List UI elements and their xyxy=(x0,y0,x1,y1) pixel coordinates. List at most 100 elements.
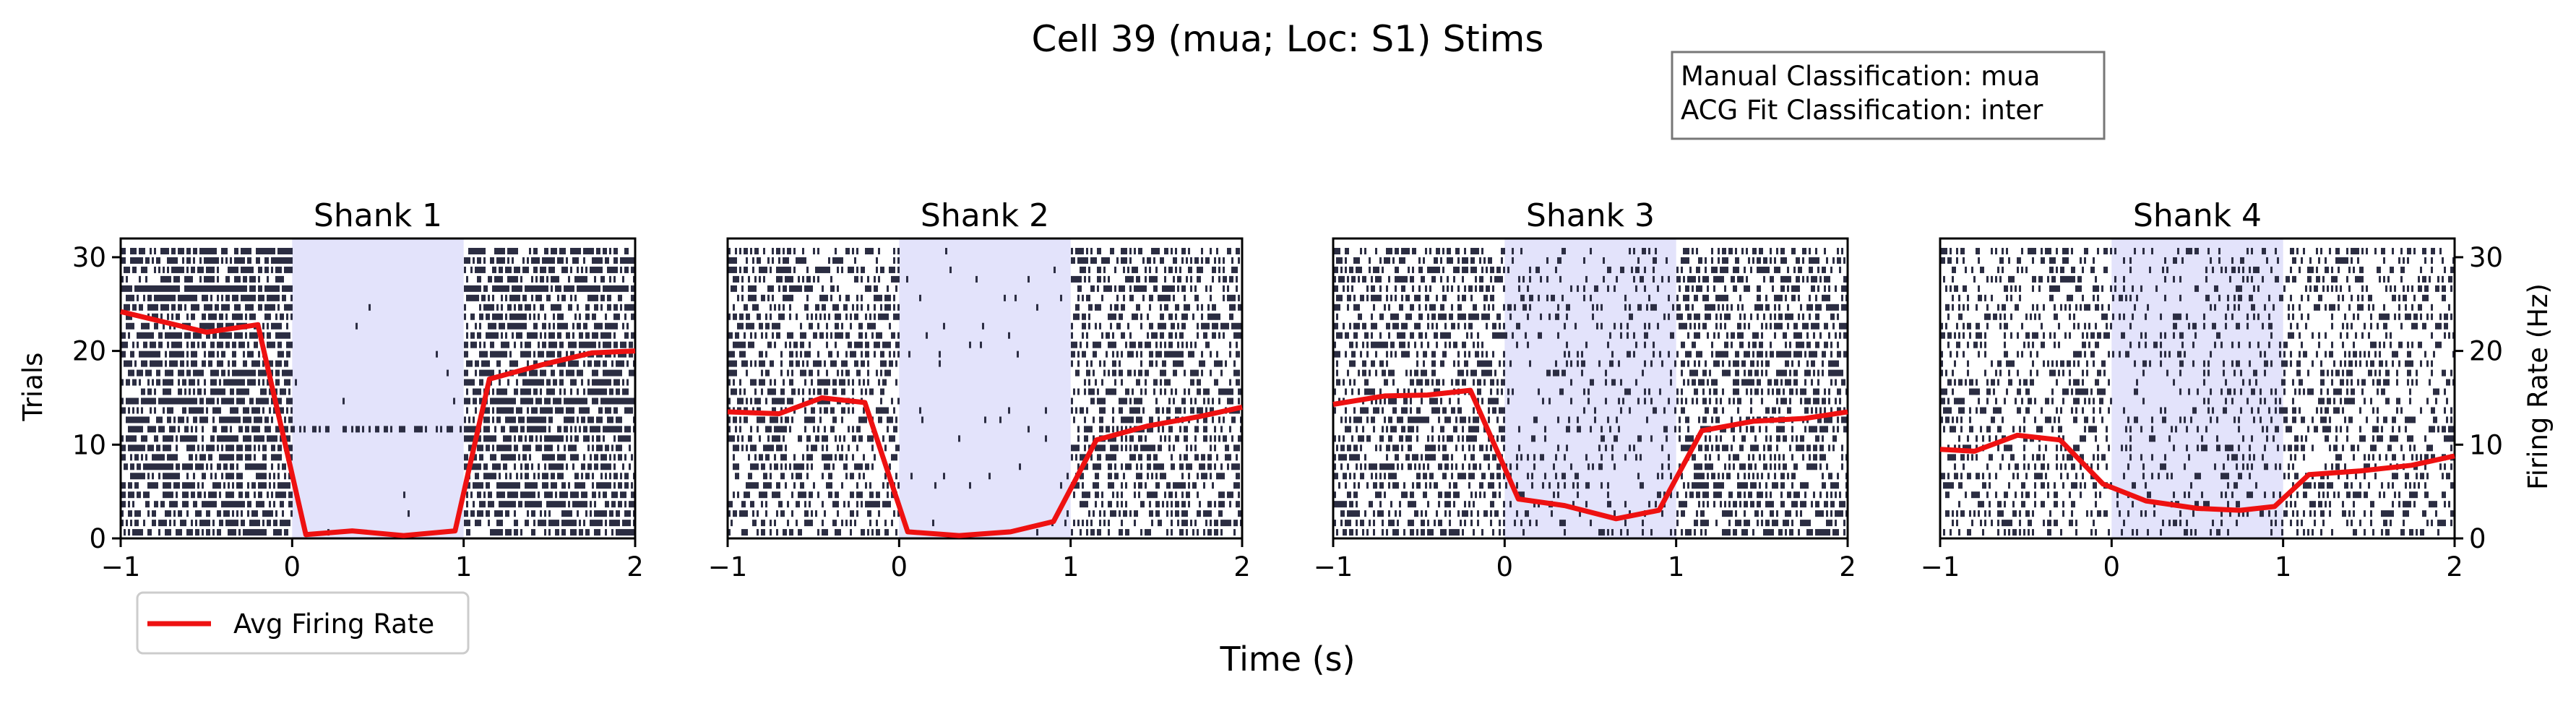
spike-tick xyxy=(854,350,856,358)
spike-tick xyxy=(241,510,243,517)
spike-tick xyxy=(507,275,509,283)
spike-tick xyxy=(631,369,633,377)
spike-tick xyxy=(160,275,163,283)
spike-tick xyxy=(251,529,254,536)
spike-tick xyxy=(830,454,832,461)
spike-tick xyxy=(603,491,605,499)
spike-tick xyxy=(1080,454,1082,461)
spike-tick xyxy=(1216,379,1218,386)
spike-tick xyxy=(1168,491,1171,499)
spike-tick xyxy=(744,416,746,423)
spike-tick xyxy=(1177,482,1179,489)
spike-tick xyxy=(245,426,247,433)
spike-tick xyxy=(1138,473,1140,480)
spike-tick xyxy=(564,529,566,536)
spike-tick xyxy=(260,369,262,377)
spike-tick xyxy=(254,426,256,433)
spike-tick xyxy=(594,426,596,433)
spike-tick xyxy=(254,379,256,386)
spike-tick xyxy=(145,341,147,348)
spike-tick xyxy=(1173,444,1175,452)
spike-tick xyxy=(208,454,210,461)
spike-tick xyxy=(1112,332,1114,339)
spike-tick xyxy=(165,360,167,367)
spike-tick xyxy=(1197,407,1199,414)
spike-tick xyxy=(501,350,503,358)
spike-tick xyxy=(499,350,501,358)
spike-tick xyxy=(1192,350,1194,358)
spike-tick xyxy=(1203,435,1205,442)
spike-tick xyxy=(466,491,468,499)
spike-tick xyxy=(804,369,806,377)
spike-tick xyxy=(620,482,622,489)
spike-tick xyxy=(137,397,139,405)
spike-tick xyxy=(596,444,598,452)
spike-tick xyxy=(559,350,561,358)
spike-tick xyxy=(273,501,275,508)
spike-tick xyxy=(1075,369,1077,377)
spike-tick xyxy=(574,341,577,348)
spike-tick xyxy=(574,482,577,489)
spike-tick xyxy=(169,388,171,395)
spike-tick xyxy=(189,454,191,461)
spike-tick xyxy=(477,275,479,283)
spike-tick xyxy=(557,520,559,527)
spike-tick xyxy=(481,360,483,367)
spike-tick xyxy=(629,435,631,442)
spike-tick xyxy=(163,275,165,283)
spike-tick xyxy=(551,463,553,470)
spike-tick xyxy=(780,388,783,395)
spike-tick xyxy=(600,304,603,311)
spike-tick xyxy=(1155,482,1158,489)
spike-tick xyxy=(204,275,206,283)
spike-tick xyxy=(516,529,518,536)
spike-tick xyxy=(559,501,561,508)
spike-tick xyxy=(290,426,293,433)
spike-tick xyxy=(356,426,358,433)
spike-tick xyxy=(128,266,130,273)
spike-tick xyxy=(251,510,254,517)
spike-tick xyxy=(158,426,160,433)
spike-tick xyxy=(548,341,551,348)
spike-tick xyxy=(158,463,160,470)
spike-tick xyxy=(496,520,499,527)
spike-tick xyxy=(611,285,613,292)
spike-tick xyxy=(225,510,228,517)
spike-tick xyxy=(551,275,553,283)
raster-trial xyxy=(128,369,635,377)
spike-tick xyxy=(501,426,503,433)
spike-tick xyxy=(735,388,737,395)
spike-tick xyxy=(165,491,167,499)
spike-tick xyxy=(570,454,572,461)
spike-tick xyxy=(137,285,139,292)
spike-tick xyxy=(733,360,735,367)
spike-tick xyxy=(542,454,544,461)
spike-tick xyxy=(1236,322,1238,330)
spike-tick xyxy=(202,285,204,292)
stim-window-shade xyxy=(899,238,1071,538)
spike-tick xyxy=(470,313,473,320)
spike-tick xyxy=(464,257,466,264)
spike-tick xyxy=(728,529,731,536)
spike-tick xyxy=(811,379,813,386)
spike-tick xyxy=(1158,501,1160,508)
spike-tick xyxy=(531,275,533,283)
spike-tick xyxy=(596,322,598,330)
spike-tick xyxy=(232,379,234,386)
spike-tick xyxy=(288,435,290,442)
spike-tick xyxy=(568,332,570,339)
spike-tick xyxy=(134,435,137,442)
spike-tick xyxy=(141,304,143,311)
panel-shank-2: Shank 2−1 0 1 2 xyxy=(708,197,1251,582)
spike-tick xyxy=(290,501,293,508)
spike-tick xyxy=(804,304,806,311)
spike-tick xyxy=(598,341,600,348)
spike-tick xyxy=(1238,482,1240,489)
spike-tick xyxy=(165,388,167,395)
spike-tick xyxy=(202,463,204,470)
spike-tick xyxy=(496,332,499,339)
spike-tick xyxy=(1197,426,1199,433)
spike-tick xyxy=(626,248,629,255)
spike-tick xyxy=(470,491,473,499)
spike-tick xyxy=(520,397,522,405)
